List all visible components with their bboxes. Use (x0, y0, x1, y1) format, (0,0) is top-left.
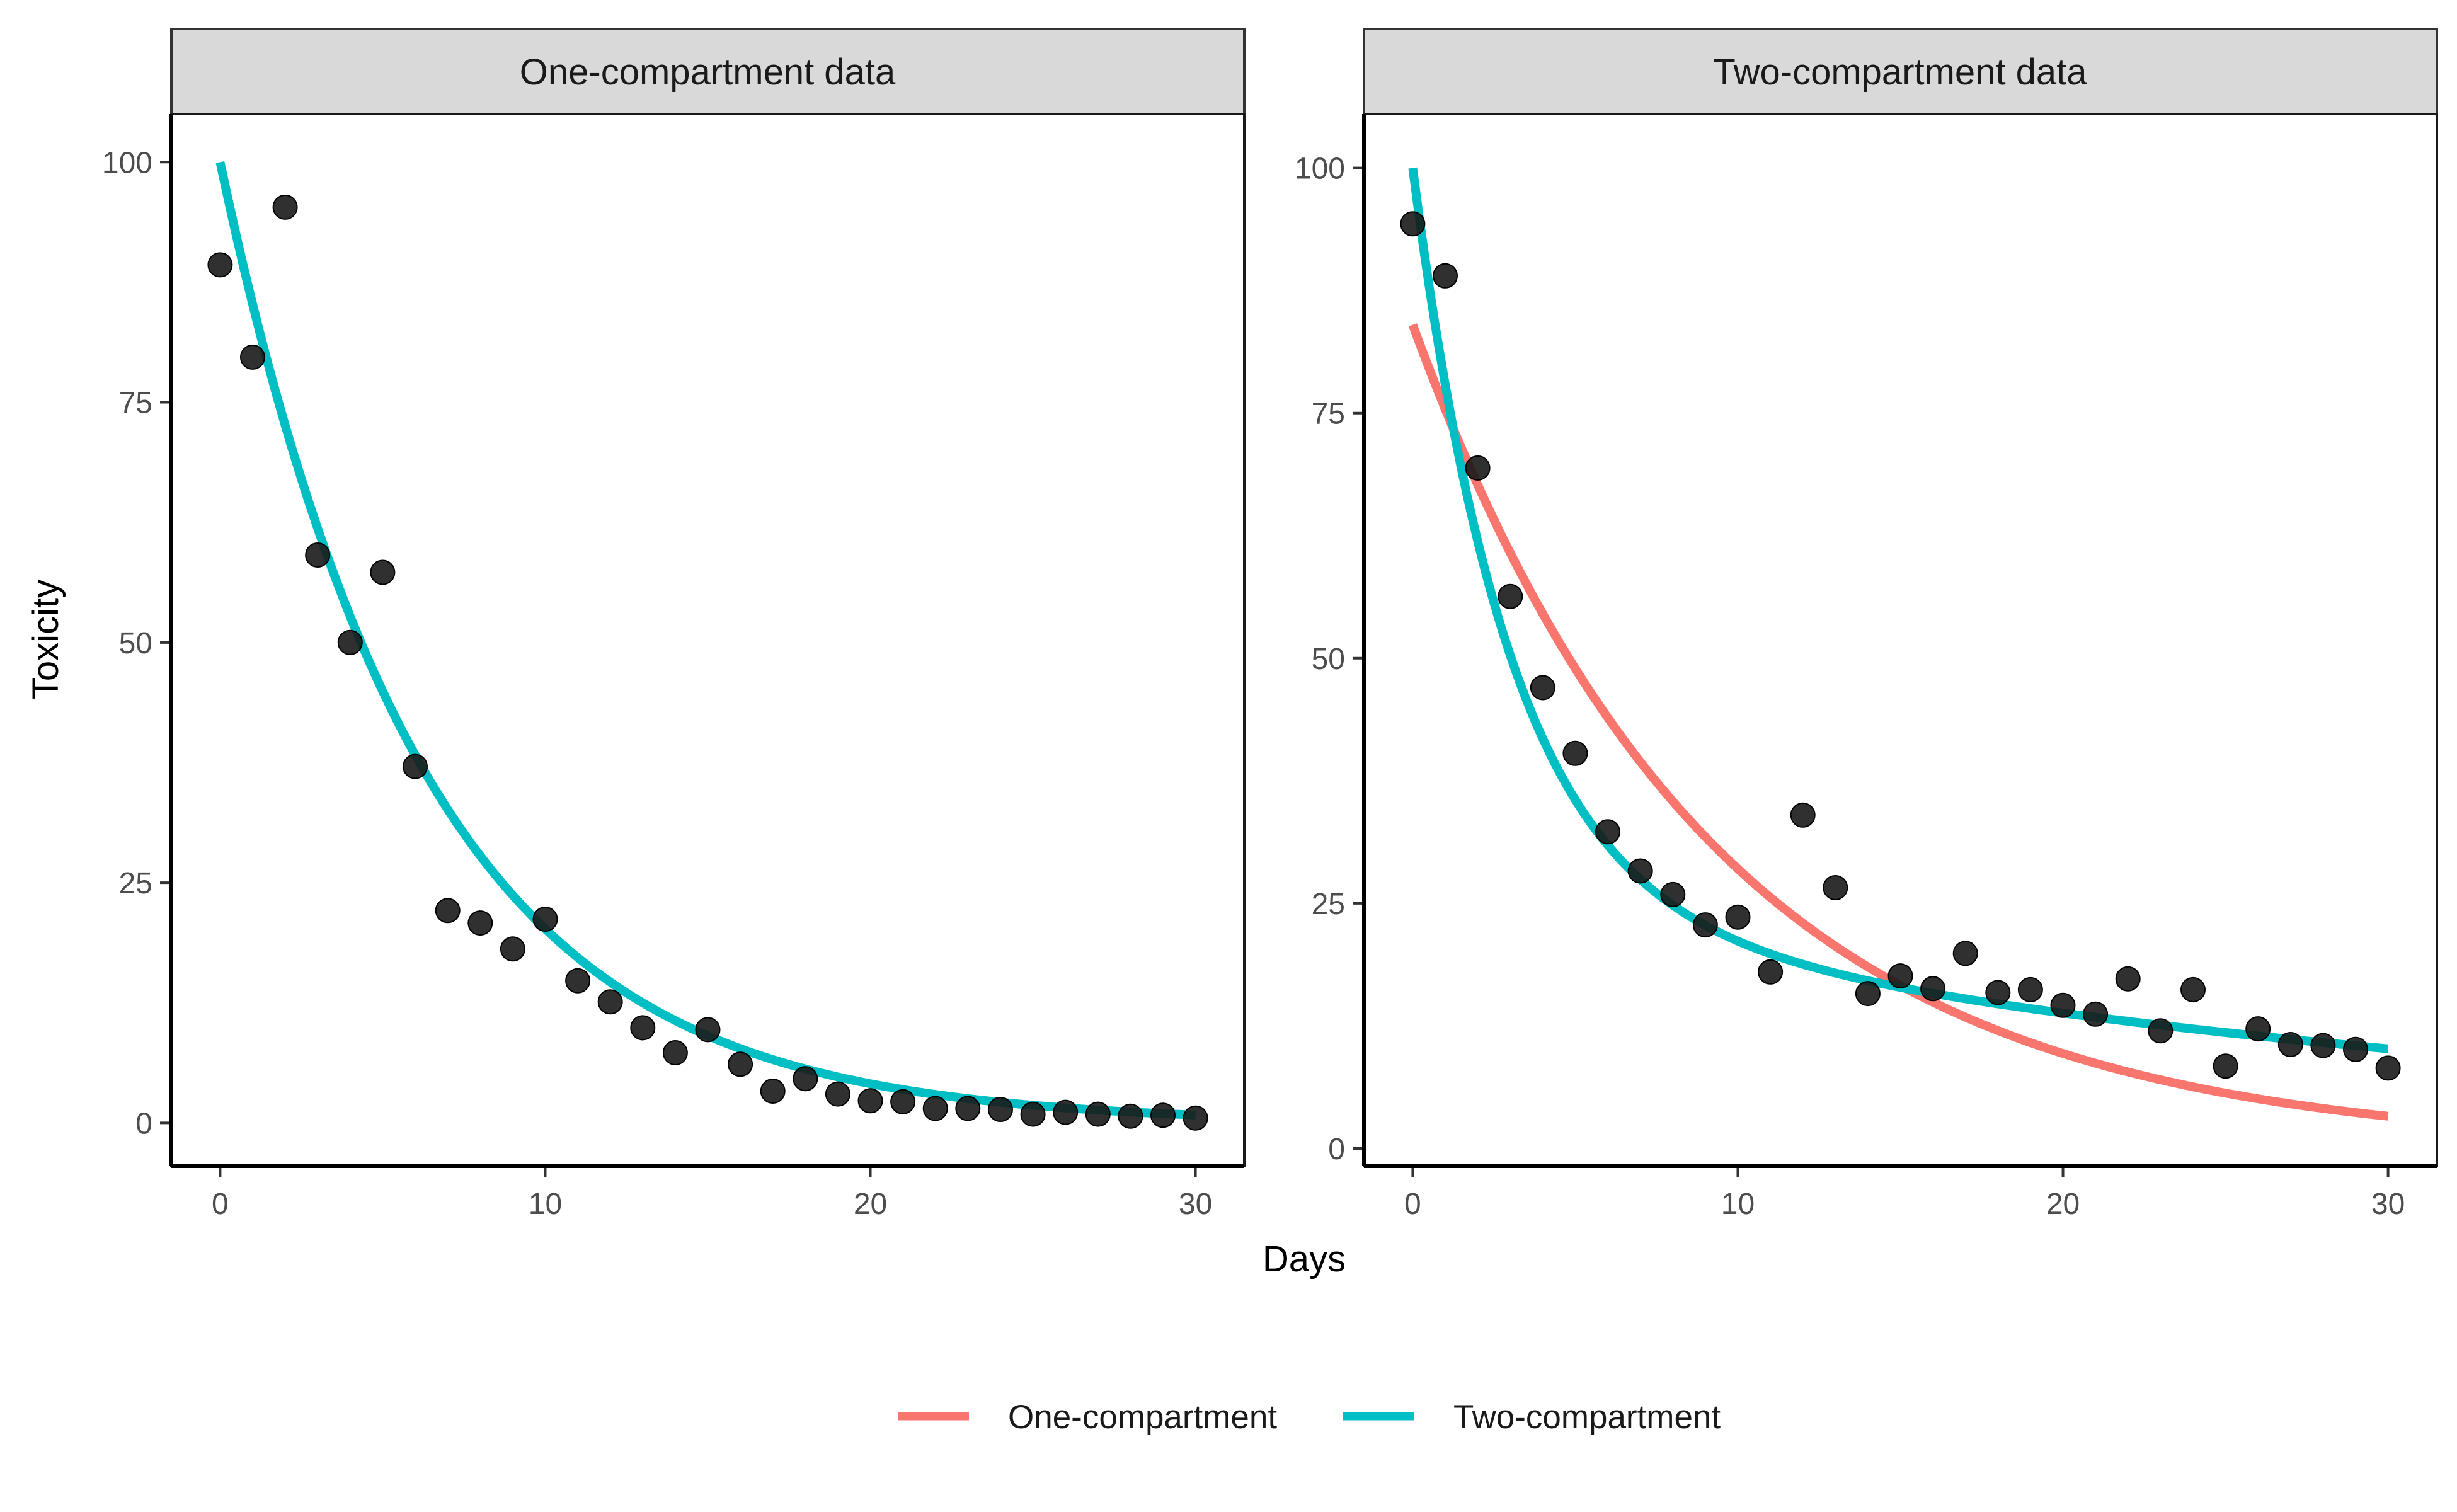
y-tick-label: 50 (1312, 643, 1345, 676)
data-point (2213, 1053, 2238, 1079)
data-point (1627, 858, 1653, 884)
y-tick-label: 0 (1328, 1133, 1345, 1166)
data-point (728, 1051, 753, 1077)
axes: 0 10 20 30 0 25 50 75 100 (1295, 114, 2437, 1221)
data-point (695, 1017, 721, 1043)
data-point (597, 989, 623, 1015)
data-point (857, 1088, 883, 1114)
data-point (662, 1040, 688, 1065)
x-tick-label: 10 (1721, 1188, 1755, 1221)
data-point (240, 344, 265, 370)
data-point (500, 936, 525, 962)
y-tick-label: 75 (1312, 398, 1345, 431)
data-point (1053, 1099, 1079, 1125)
data-point (1433, 263, 1458, 289)
data-point (793, 1066, 818, 1092)
data-point (467, 910, 493, 936)
panel-one-compartment: One-compartment data 0 10 20 30 0 25 50 75 100 (102, 28, 1246, 1221)
data-point (1855, 981, 1881, 1007)
data-point (630, 1015, 656, 1041)
panel-strip (170, 28, 1246, 115)
data-point (1020, 1101, 1046, 1127)
data-point (1823, 875, 1848, 900)
legend: One-compartment Two-compartment (898, 1399, 1721, 1436)
legend-label-one-compartment: One-compartment (1008, 1399, 1277, 1436)
data-points (1400, 211, 2401, 1081)
y-tick-label: 0 (135, 1107, 152, 1140)
data-point (2180, 976, 2206, 1002)
x-tick-label: 0 (212, 1188, 229, 1221)
data-point (2050, 992, 2076, 1018)
data-point (337, 629, 363, 655)
data-point (2343, 1036, 2368, 1062)
data-point (305, 542, 331, 568)
data-point (1400, 211, 1426, 237)
x-tick-label: 30 (2371, 1188, 2405, 1221)
data-point (1790, 802, 1816, 828)
panel-title: One-compartment data (520, 52, 896, 93)
data-point (435, 898, 461, 924)
data-point (1985, 980, 2011, 1005)
x-tick-label: 20 (854, 1188, 887, 1221)
data-point (2148, 1018, 2174, 1044)
data-point (565, 968, 591, 994)
data-point (272, 194, 298, 220)
data-point (2245, 1016, 2271, 1042)
data-point (2083, 1001, 2109, 1027)
data-point (2375, 1055, 2401, 1081)
data-point (2310, 1033, 2336, 1058)
data-point (1692, 912, 1718, 938)
data-point (825, 1081, 850, 1107)
data-point (1183, 1105, 1208, 1131)
data-point (1595, 819, 1620, 845)
x-tick-label: 30 (1179, 1188, 1212, 1221)
data-point (1118, 1103, 1143, 1129)
data-point (955, 1096, 981, 1121)
data-point (403, 753, 428, 779)
data-point (2277, 1032, 2303, 1057)
data-points (207, 194, 1208, 1131)
data-point (1920, 976, 1946, 1002)
data-point (2115, 966, 2141, 992)
plot-area (1363, 113, 2438, 1167)
legend-label-two-compartment: Two-compartment (1453, 1399, 1721, 1436)
data-point (532, 907, 558, 932)
data-point (1498, 583, 1523, 609)
data-point (1887, 963, 1913, 989)
data-point (1150, 1102, 1176, 1128)
data-point (988, 1097, 1013, 1122)
data-point (1952, 941, 1978, 966)
x-tick-label: 20 (2046, 1188, 2080, 1221)
x-tick-label: 0 (1404, 1188, 1421, 1221)
y-tick-label: 25 (1312, 888, 1345, 921)
data-point (1725, 904, 1751, 930)
data-point (922, 1096, 948, 1121)
data-point (1530, 675, 1555, 701)
x-tick-label: 10 (529, 1188, 562, 1221)
x-axis-title: Days (1263, 1239, 1346, 1280)
data-point (1562, 740, 1588, 766)
panel-title: Two-compartment data (1713, 52, 2087, 93)
plot-area (170, 113, 1246, 1167)
data-point (760, 1079, 786, 1104)
data-point (1465, 455, 1491, 481)
y-tick-label: 25 (119, 867, 152, 900)
data-point (207, 252, 233, 278)
y-tick-label: 75 (119, 387, 152, 420)
panel-two-compartment: Two-compartment data 0 10 20 30 0 25 50 75 100 (1295, 28, 2438, 1221)
y-tick-label: 100 (1295, 152, 1345, 186)
y-axis-title: Toxicity (25, 580, 66, 699)
y-tick-label: 100 (102, 146, 152, 180)
data-point (2017, 976, 2043, 1002)
data-point (1085, 1101, 1111, 1127)
data-point (890, 1089, 916, 1114)
data-point (1758, 959, 1784, 985)
data-point (370, 559, 396, 585)
axes: 0 10 20 30 0 25 50 75 100 (102, 114, 1244, 1221)
data-point (1660, 881, 1686, 907)
y-tick-label: 50 (119, 627, 152, 660)
